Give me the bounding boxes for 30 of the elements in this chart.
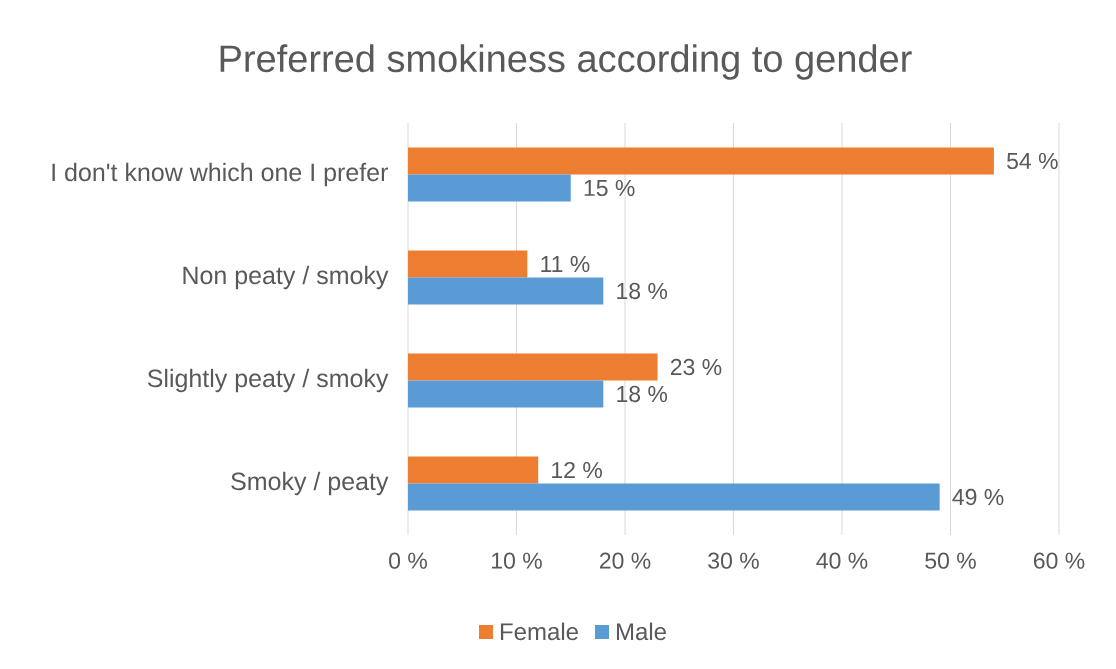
x-tick-label: 10 %: [492, 552, 542, 569]
legend-label: Male: [616, 622, 666, 641]
data-label: 11 %: [541, 255, 590, 273]
x-tick-label: 50 %: [925, 552, 976, 569]
y-tick-label: Smoky / peaty: [231, 471, 389, 496]
bar: [408, 483, 940, 511]
bar: [408, 277, 604, 305]
data-label: 12 %: [552, 461, 602, 479]
data-label: 18 %: [617, 282, 668, 300]
legend-label: Female: [500, 622, 578, 641]
bar: [408, 174, 571, 202]
data-label: 15 %: [584, 179, 635, 197]
x-tick-label: 40 %: [816, 552, 868, 569]
data-label: 49 %: [952, 488, 1004, 506]
bar: [408, 147, 994, 175]
data-label: 18 %: [617, 385, 668, 403]
data-label: 23 %: [670, 358, 722, 376]
y-tick-label: I don't know which one I prefer: [52, 162, 388, 187]
bar: [408, 380, 604, 408]
bar: [408, 250, 528, 278]
bar: [408, 353, 658, 381]
x-tick-label: 60 %: [1033, 552, 1085, 569]
x-tick-label: 20 %: [599, 552, 651, 569]
data-label: 54 %: [1007, 152, 1058, 170]
x-tick-label: 30 %: [708, 552, 759, 569]
y-tick-label: Non peaty / smoky: [183, 265, 389, 290]
x-tick-label: 0 %: [389, 552, 427, 569]
bar: [408, 456, 539, 484]
chart-title: Preferred smokiness according to gender: [220, 44, 912, 80]
y-tick-label: Slightly peaty / smoky: [147, 368, 389, 393]
